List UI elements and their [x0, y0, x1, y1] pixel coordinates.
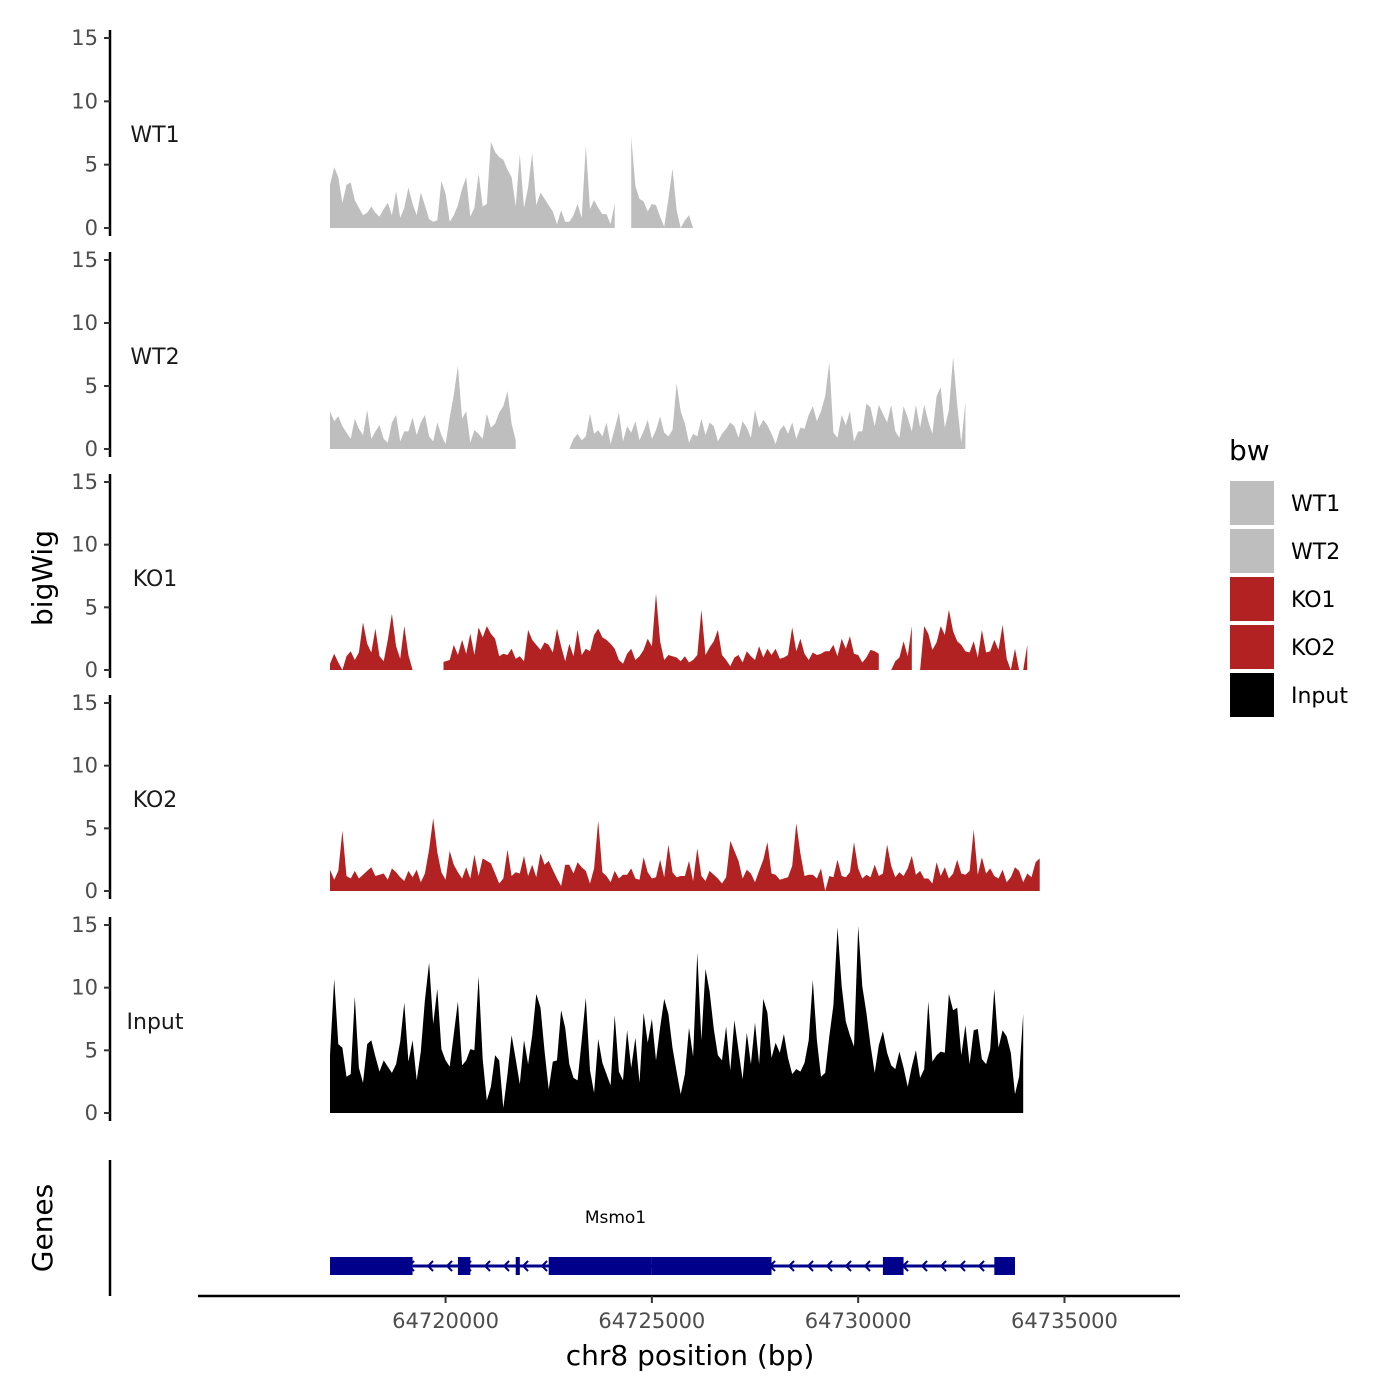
x-tick-label: 64720000 — [392, 1309, 499, 1333]
strand-arrow — [806, 1260, 814, 1272]
track-label-wt1: WT1 — [130, 123, 179, 148]
legend-key-ko1 — [1228, 575, 1276, 623]
strand-arrow — [920, 1260, 928, 1272]
strand-arrow — [502, 1260, 510, 1272]
gene-name-label: Msmo1 — [585, 1208, 646, 1228]
y-tick-label: 10 — [71, 754, 98, 778]
x-axis-title: chr8 position (bp) — [566, 1339, 815, 1372]
coverage-area-ko1 — [330, 593, 1028, 670]
y-tick-label: 15 — [71, 26, 98, 50]
genes-panel-title: Genes — [26, 1184, 59, 1272]
y-tick-label: 5 — [85, 153, 98, 177]
y-tick-label: 10 — [71, 533, 98, 557]
legend-label-wt1: WT1 — [1291, 492, 1340, 517]
y-tick-label: 10 — [71, 976, 98, 1000]
track-wt1: 0 5 10 15 WT1 — [71, 26, 1114, 240]
y-tick-label: 15 — [71, 470, 98, 494]
track-ko1: 0 5 10 15 KO1 — [71, 470, 1040, 682]
coverage-area-wt1 — [330, 136, 1114, 228]
coverage-gap — [911, 480, 918, 672]
legend-key-wt1 — [1228, 479, 1276, 527]
strand-arrow — [825, 1260, 833, 1272]
x-tick-label: 64725000 — [598, 1309, 705, 1333]
y-tick-label: 0 — [85, 879, 98, 903]
legend-key-wt2 — [1228, 527, 1276, 575]
strand-arrow — [540, 1260, 548, 1272]
coverage-area-ko2 — [330, 818, 1040, 891]
legend-title: bw — [1229, 434, 1270, 467]
y-tick-label: 0 — [85, 658, 98, 682]
legend-label-wt2: WT2 — [1291, 540, 1340, 565]
gene-exon — [457, 1257, 471, 1275]
coverage-area-input — [330, 926, 1024, 1113]
coverage-gap — [1031, 480, 1040, 672]
gene-exon — [548, 1257, 652, 1275]
strand-arrow — [863, 1260, 871, 1272]
y-tick-label: 10 — [71, 89, 98, 113]
track-wt2: 0 5 10 15 WT2 — [71, 248, 966, 461]
y-tick-label: 0 — [85, 437, 98, 461]
coverage-gap — [515, 258, 553, 451]
coverage-gap — [1039, 36, 1061, 230]
y-tick-label: 0 — [85, 1101, 98, 1125]
track-input: 0 5 10 15 Input — [71, 913, 1024, 1125]
y-tick-label: 15 — [71, 913, 98, 937]
strand-arrow — [426, 1260, 434, 1272]
strand-arrow — [958, 1260, 966, 1272]
strand-arrow — [977, 1260, 985, 1272]
coverage-gap — [433, 480, 444, 672]
strand-arrow — [483, 1260, 491, 1272]
y-tick-label: 0 — [85, 216, 98, 240]
legend-key-input — [1228, 671, 1276, 719]
strand-arrow — [939, 1260, 947, 1272]
track-label-input: Input — [127, 1010, 184, 1035]
y-tick-label: 10 — [71, 311, 98, 335]
coverage-tracks: 0 5 10 15 WT1 0 5 10 15 WT2 0 5 10 15 KO1 0 5 10 15 KO2 0 5 10… — [71, 26, 1114, 1125]
track-label-ko1: KO1 — [133, 567, 178, 592]
strand-arrow — [521, 1260, 529, 1272]
y-tick-label: 5 — [85, 816, 98, 840]
x-tick-label: 64730000 — [805, 1309, 912, 1333]
y-axis-title: bigWig — [26, 530, 59, 626]
gene-exon — [515, 1257, 520, 1275]
gene-exon — [651, 1257, 772, 1275]
x-axis: 64720000 64725000 64730000 64735000 — [198, 1294, 1180, 1333]
x-tick-label: 64735000 — [1011, 1309, 1118, 1333]
legend: bw WT1 WT2 KO1 KO2 Input — [1228, 434, 1348, 719]
y-tick-label: 15 — [71, 248, 98, 272]
legend-key-ko2 — [1228, 623, 1276, 671]
legend-label-input: Input — [1291, 684, 1348, 709]
track-label-wt2: WT2 — [130, 345, 179, 370]
strand-arrow — [844, 1260, 852, 1272]
legend-label-ko1: KO1 — [1291, 588, 1336, 613]
coverage-area-wt2 — [330, 357, 966, 449]
strand-arrow — [445, 1260, 453, 1272]
y-tick-label: 5 — [85, 595, 98, 619]
legend-label-ko2: KO2 — [1291, 636, 1336, 661]
gene-panel: Msmo1 — [108, 1160, 1015, 1296]
y-tick-label: 15 — [71, 691, 98, 715]
gene-exon — [882, 1257, 904, 1275]
track-label-ko2: KO2 — [133, 788, 178, 813]
strand-arrow — [787, 1260, 795, 1272]
gene-exon — [994, 1257, 1015, 1275]
y-tick-label: 5 — [85, 1038, 98, 1062]
gene-msmo1: Msmo1 — [330, 1208, 1015, 1275]
gene-exon — [330, 1257, 413, 1275]
y-tick-label: 5 — [85, 374, 98, 398]
coverage-gap — [614, 36, 632, 230]
track-ko2: 0 5 10 15 KO2 — [71, 691, 1040, 903]
coverage-gap — [878, 480, 888, 672]
